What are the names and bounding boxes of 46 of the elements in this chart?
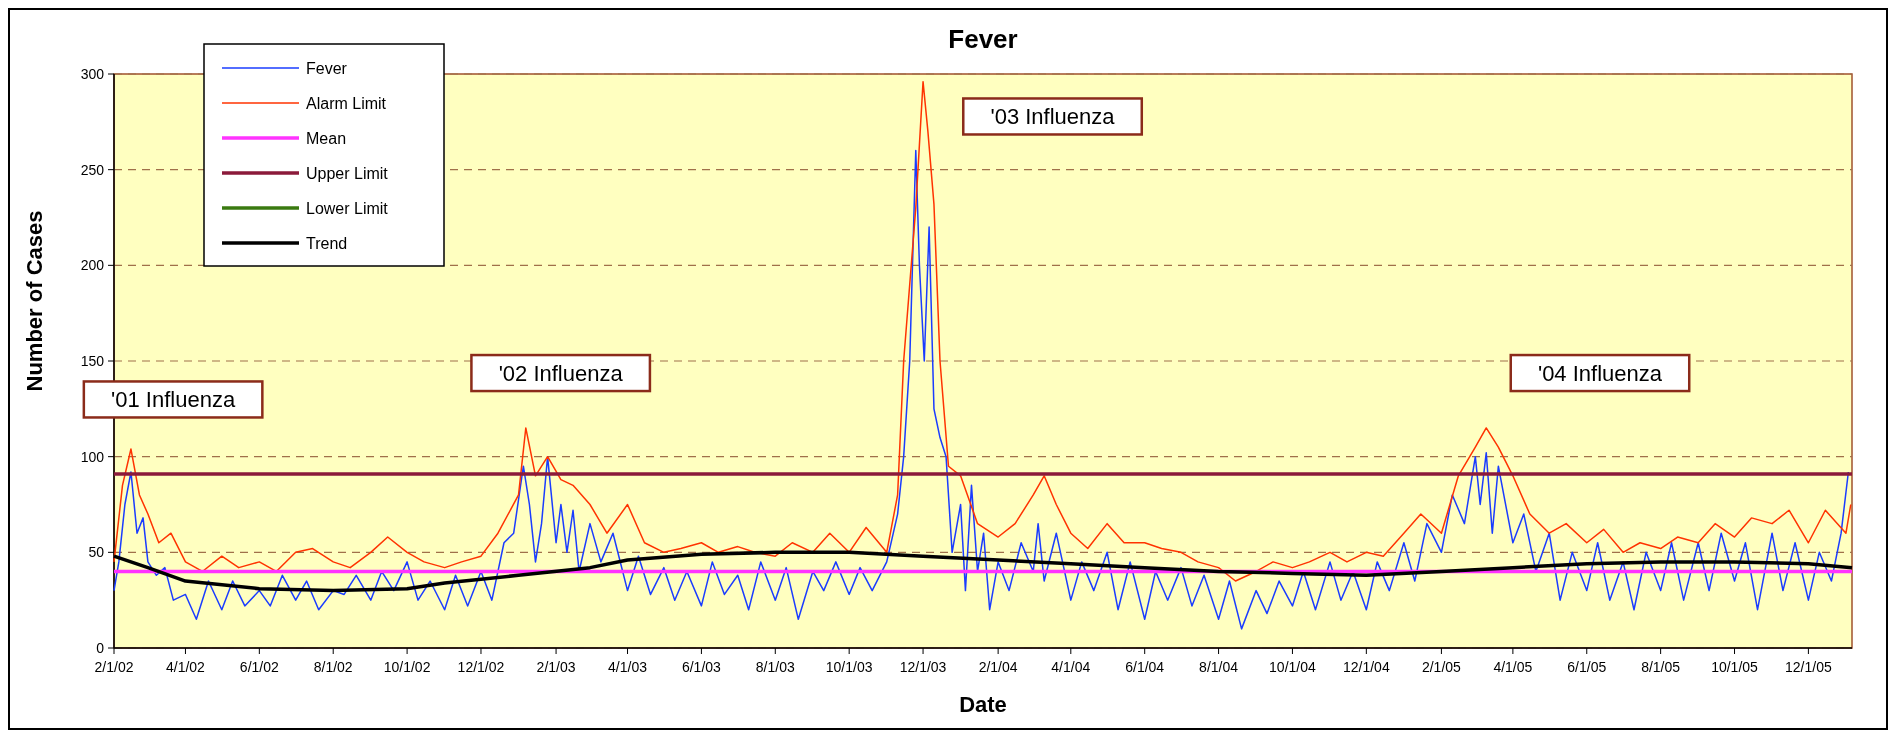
x-tick-label: 8/1/04 xyxy=(1199,659,1239,675)
x-tick-label: 4/1/04 xyxy=(1051,659,1091,675)
y-tick-label: 250 xyxy=(80,161,105,178)
y-tick-label: 150 xyxy=(80,352,105,369)
x-tick-label: 6/1/05 xyxy=(1567,659,1607,675)
annotation: '03 Influenza xyxy=(990,104,1116,130)
x-tick-label: 6/1/03 xyxy=(681,659,722,675)
x-tick-label: 10/1/03 xyxy=(825,659,873,675)
x-tick-label: 8/1/02 xyxy=(313,659,353,675)
x-tick-label: 12/1/04 xyxy=(1342,659,1390,675)
x-tick-label: 10/1/02 xyxy=(383,659,431,675)
legend-label: Fever xyxy=(306,59,348,77)
y-tick-label: 50 xyxy=(88,544,105,561)
y-axis-title: Number of Cases xyxy=(22,210,47,392)
y-tick-label: 0 xyxy=(96,639,105,656)
annotation: '01 Influenza xyxy=(111,387,236,413)
line-series xyxy=(113,80,1852,582)
annotation: '04 Influenza xyxy=(1537,360,1663,386)
x-tick-label: 2/1/05 xyxy=(1421,659,1462,675)
y-tick-label: 300 xyxy=(80,65,105,82)
legend-label: Alarm Limit xyxy=(306,94,387,112)
x-tick-label: 4/1/02 xyxy=(165,659,206,675)
x-tick-label: 2/1/02 xyxy=(94,659,134,675)
x-tick-label: 4/1/05 xyxy=(1493,659,1533,675)
x-tick-label: 2/1/04 xyxy=(978,659,1018,675)
legend-label: Lower Limit xyxy=(306,199,389,217)
x-axis-title: Date xyxy=(959,692,1007,717)
x-tick-label: 12/1/03 xyxy=(899,659,947,675)
annotation: '02 Influenza xyxy=(498,360,624,386)
legend-label: Mean xyxy=(306,129,347,147)
x-tick-label: 12/1/02 xyxy=(457,659,505,675)
x-tick-label: 10/1/05 xyxy=(1711,659,1759,675)
chart-title: Fever xyxy=(948,24,1018,54)
y-tick-label: 200 xyxy=(80,257,105,274)
legend-label: Trend xyxy=(306,234,348,252)
x-tick-label: 10/1/04 xyxy=(1269,659,1317,675)
x-tick-label: 6/1/04 xyxy=(1125,659,1165,675)
x-tick-label: 12/1/05 xyxy=(1785,659,1832,675)
line-series xyxy=(113,149,1850,630)
x-tick-label: 4/1/03 xyxy=(608,659,648,675)
x-tick-label: 8/1/05 xyxy=(1641,659,1681,675)
legend-label: Upper Limit xyxy=(306,164,389,182)
x-tick-label: 8/1/03 xyxy=(755,659,795,675)
x-tick-label: 2/1/03 xyxy=(536,659,576,675)
x-tick-label: 6/1/02 xyxy=(239,659,280,675)
y-tick-label: 100 xyxy=(80,448,105,465)
